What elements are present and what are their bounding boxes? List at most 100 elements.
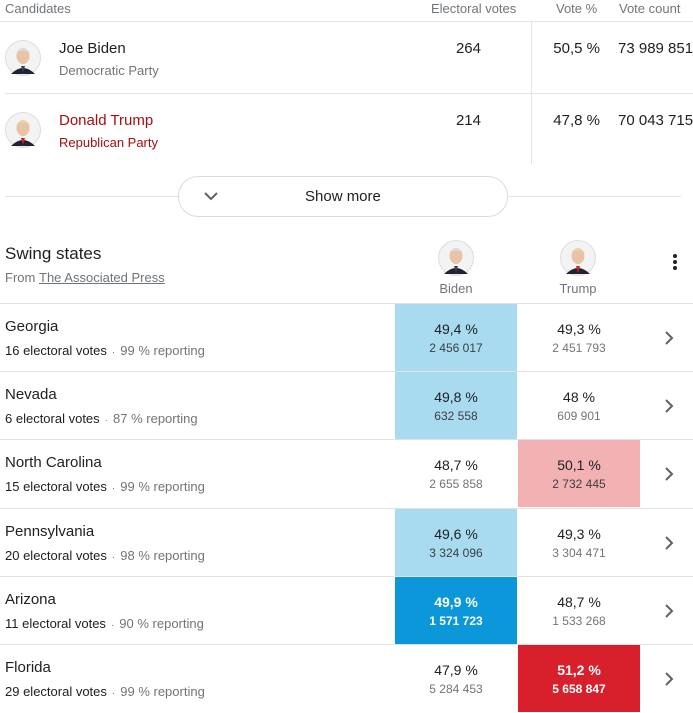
vote-percent: 49,8 % <box>434 389 478 406</box>
trump-cell: 48 % 609 901 <box>518 372 640 439</box>
reporting: 90 % reporting <box>119 615 204 631</box>
electoral-votes: 20 electoral votes <box>5 547 107 563</box>
vote-percent: 47,9 % <box>434 662 478 678</box>
row-chevron[interactable] <box>664 672 674 686</box>
vote-count: 2 456 017 <box>429 341 483 355</box>
separator: · <box>110 619 115 631</box>
state-details: 20 electoral votes · 98 % reporting <box>5 548 205 563</box>
avatar-image <box>5 40 41 76</box>
column-header: Vote count <box>619 1 681 16</box>
separator: · <box>111 483 116 495</box>
divider <box>0 371 693 373</box>
party-name: Republican Party <box>59 135 158 150</box>
row-chevron[interactable] <box>664 331 674 345</box>
biden-cell: 48,7 % 2 655 858 <box>395 440 517 507</box>
state-details: 16 electoral votes · 99 % reporting <box>5 343 205 358</box>
vote-count: 632 558 <box>434 409 478 424</box>
candidate-name: Donald Trump <box>59 112 154 129</box>
more-menu[interactable] <box>668 252 682 272</box>
divider <box>0 21 693 22</box>
state-name: Nevada <box>5 386 57 404</box>
column-avatar <box>438 240 474 276</box>
state-details: 6 electoral votes · 87 % reporting <box>5 411 198 426</box>
vote-count: 5 284 453 <box>429 682 483 696</box>
chevron-right <box>665 467 674 482</box>
trump-cell: 48,7 % 1 533 268 <box>518 577 640 644</box>
column-header: Vote % <box>556 1 598 16</box>
electoral-votes: 214 <box>455 112 481 129</box>
menu-icon <box>673 254 677 270</box>
trump-cell: 49,3 % 2 451 793 <box>518 304 640 371</box>
biden-cell: 49,9 % 1 571 723 <box>395 576 517 644</box>
chevron-right <box>665 604 674 618</box>
vote-count: 70 043 715 <box>618 112 693 129</box>
state-details: 15 electoral votes · 99 % reporting <box>5 479 205 494</box>
divider <box>0 575 693 577</box>
vote-percent: 50,5 % <box>553 40 600 57</box>
chevron-right <box>665 672 674 686</box>
divider <box>0 644 693 645</box>
separator: · <box>111 688 116 699</box>
vote-count: 1 571 723 <box>429 613 483 628</box>
show-more-label[interactable]: Show more <box>305 188 381 205</box>
avatar-image <box>438 240 474 276</box>
trump-cell: 50,1 % 2 732 445 <box>518 440 640 508</box>
vote-percent: 49,3 % <box>557 321 601 337</box>
vote-percent: 49,3 % <box>557 525 601 542</box>
row-chevron[interactable] <box>664 535 674 550</box>
state-name: North Carolina <box>5 454 102 472</box>
separator: · <box>111 347 116 358</box>
vote-count: 609 901 <box>557 409 601 424</box>
biden-cell: 47,9 % 5 284 453 <box>395 645 517 712</box>
chevron-right <box>665 331 674 345</box>
chevron-right <box>665 535 674 550</box>
show-more-button[interactable]: Show more <box>178 176 508 217</box>
separator: · <box>104 415 109 427</box>
divider <box>0 507 693 509</box>
state-details: 11 electoral votes · 90 % reporting <box>5 616 204 631</box>
vote-count: 2 451 793 <box>552 341 606 355</box>
biden-cell: 49,6 % 3 324 096 <box>395 508 517 576</box>
column-label: Biden <box>439 281 473 296</box>
party-name: Democratic Party <box>59 63 159 78</box>
row-chevron[interactable] <box>664 399 674 413</box>
reporting: 87 % reporting <box>113 411 198 427</box>
trump-cell: 49,3 % 3 304 471 <box>518 509 640 576</box>
reporting: 98 % reporting <box>120 547 205 563</box>
reporting: 99 % reporting <box>120 479 205 495</box>
vote-percent: 48,7 % <box>557 593 601 610</box>
vote-count: 2 732 445 <box>552 477 606 492</box>
divider <box>5 93 693 94</box>
avatar-image <box>560 240 596 276</box>
vote-percent: 49,9 % <box>434 593 478 610</box>
vote-count: 5 658 847 <box>552 682 606 696</box>
avatar-image <box>5 112 41 148</box>
trump-cell: 51,2 % 5 658 847 <box>518 645 640 712</box>
electoral-votes: 264 <box>455 40 481 57</box>
vote-percent: 49,4 % <box>434 321 478 337</box>
vote-percent: 48,7 % <box>434 457 478 474</box>
column-header: Electoral votes <box>431 1 517 16</box>
separator: · <box>111 551 116 563</box>
section-title: Swing states <box>5 244 102 263</box>
electoral-votes: 16 electoral votes <box>5 343 107 358</box>
divider <box>0 439 693 441</box>
row-chevron[interactable] <box>664 604 674 618</box>
reporting: 99 % reporting <box>120 343 205 358</box>
vote-percent: 51,2 % <box>557 662 601 678</box>
state-name: Georgia <box>5 318 59 335</box>
electoral-votes: 29 electoral votes <box>5 684 107 699</box>
state-name: Florida <box>5 659 51 676</box>
vote-percent: 48 % <box>563 389 595 406</box>
vote-count: 1 533 268 <box>552 613 606 628</box>
reporting: 99 % reporting <box>120 684 205 699</box>
vote-percent: 47,8 % <box>553 112 600 129</box>
electoral-votes: 11 electoral votes <box>5 615 106 631</box>
source-link[interactable]: The Associated Press <box>39 270 165 285</box>
biden-cell: 49,4 % 2 456 017 <box>395 304 517 371</box>
column-header: Candidates <box>5 1 71 16</box>
biden-cell: 49,8 % 632 558 <box>395 372 517 440</box>
row-chevron[interactable] <box>664 467 674 482</box>
source-prefix: From <box>5 270 36 285</box>
